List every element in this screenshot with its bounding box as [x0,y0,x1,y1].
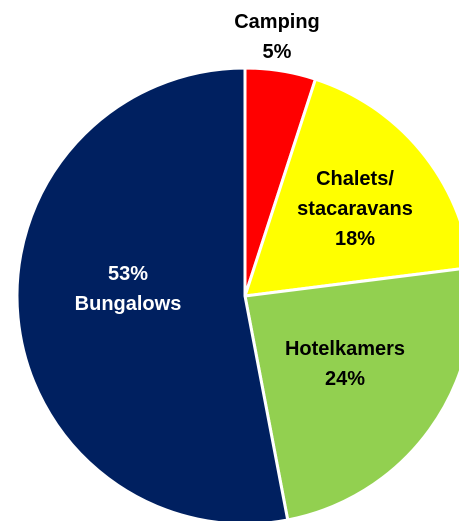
slice-category-label: stacaravans [297,198,413,220]
pie-slices [15,66,459,521]
pie-slice-hotelkamers [243,267,459,521]
slice-label-bungalows: 53% Bungalows [75,263,182,315]
slice-category-label: Bungalows [75,293,182,315]
slice-category-label: Hotelkamers [285,338,405,360]
slice-value-label: 18% [335,228,375,250]
slice-category-label: Chalets/ [316,168,394,190]
pie-labels: Camping 5% Chalets/stacaravans 18% Hotelkame… [75,11,413,390]
slice-label-hotelkamers: Hotelkamers 24% [285,338,405,390]
slice-value-label: 5% [263,41,292,63]
slice-value-label: 53% [108,263,148,285]
pie-slice-bungalows [15,66,290,521]
slice-category-label: Camping [234,11,320,33]
slice-label-chalets: Chalets/stacaravans 18% [297,168,413,250]
pie-slice-chalets [243,77,459,298]
slice-value-label: 24% [325,368,365,390]
slice-label-camping: Camping 5% [234,11,320,63]
